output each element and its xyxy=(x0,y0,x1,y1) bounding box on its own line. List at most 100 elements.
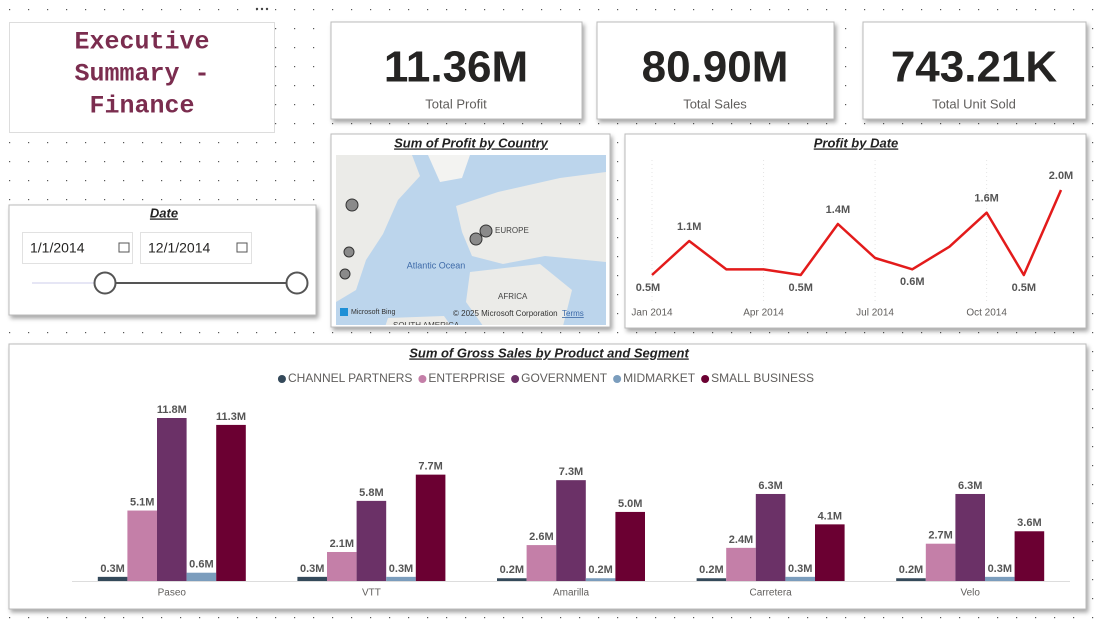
card-value: 743.21K xyxy=(891,43,1058,92)
slider-handle[interactable] xyxy=(93,271,117,295)
data-label: 0.3M xyxy=(100,563,124,575)
data-label: 2.6M xyxy=(529,531,553,543)
bar xyxy=(985,576,1015,581)
date-input[interactable] xyxy=(22,232,133,264)
slider-handle[interactable] xyxy=(285,271,309,295)
date-input[interactable] xyxy=(140,232,252,264)
legend-marker[interactable] xyxy=(277,375,286,383)
title-box: Executive Summary - Finance xyxy=(9,7,275,133)
data-label: 0.6M xyxy=(189,559,213,571)
bar xyxy=(896,578,926,581)
x-tick-label: Jan 2014 xyxy=(631,308,673,319)
card-label: Total Sales xyxy=(683,96,747,111)
map-bubble[interactable] xyxy=(345,198,359,212)
legend-label[interactable]: SMALL BUSINESS xyxy=(711,371,814,385)
bar xyxy=(386,576,416,581)
legend-label[interactable]: MIDMARKET xyxy=(623,371,696,385)
bar xyxy=(356,500,387,581)
data-label: 5.0M xyxy=(618,498,642,510)
date-end[interactable]: 12/1/2014 xyxy=(148,240,210,256)
data-label: 5.8M xyxy=(359,487,383,499)
data-label: 0.2M xyxy=(588,564,612,576)
bar xyxy=(186,572,217,581)
map-label: AFRICA xyxy=(498,292,528,301)
data-label: 0.2M xyxy=(699,564,723,576)
legend-marker[interactable] xyxy=(613,375,622,383)
bar xyxy=(925,543,956,581)
card-value: 80.90M xyxy=(642,43,789,92)
bar xyxy=(615,511,645,581)
map-visual: Sum of Profit by Country EUROPE Atlantic… xyxy=(330,133,611,330)
legend-marker[interactable] xyxy=(418,375,427,383)
data-label: 0.5M xyxy=(788,282,812,294)
x-tick-label: Jul 2014 xyxy=(856,308,894,319)
data-label: 0.5M xyxy=(1012,282,1036,294)
chart-layer: Jan 2014 Apr 2014 Jul 2014 Oct 2014 0.5M 1.1M… xyxy=(72,160,1073,599)
date-slicer: Date 1/1/2014 12/1/2014 xyxy=(8,204,317,316)
legend-marker[interactable] xyxy=(511,375,520,383)
map-bubble[interactable] xyxy=(339,268,351,280)
legend-marker[interactable] xyxy=(701,375,710,383)
data-label: 2.4M xyxy=(729,534,753,546)
card: 80.90M Total Sales xyxy=(596,21,835,120)
bar xyxy=(127,510,157,581)
calendar-icon[interactable] xyxy=(118,242,130,253)
data-label: 11.3M xyxy=(216,411,246,423)
data-label: 0.6M xyxy=(900,276,924,288)
bar xyxy=(556,480,586,581)
card: 11.36M Total Profit xyxy=(330,21,583,120)
data-label: 2.7M xyxy=(928,530,952,542)
data-label: 11.8M xyxy=(157,404,187,416)
line-chart-frame xyxy=(624,133,1087,329)
data-label: 2.0M xyxy=(1049,170,1073,182)
bar xyxy=(726,547,756,581)
map-terms[interactable]: Terms xyxy=(562,309,584,318)
bar xyxy=(415,474,446,581)
data-label: 6.3M xyxy=(758,480,782,492)
date-start[interactable]: 1/1/2014 xyxy=(30,240,85,256)
legend-label[interactable]: ENTERPRISE xyxy=(428,371,505,385)
card-value: 11.36M xyxy=(384,43,528,92)
calendar-icon[interactable] xyxy=(236,242,248,253)
card-label: Total Unit Sold xyxy=(932,96,1016,111)
page-title: Summary - xyxy=(74,60,209,89)
map-label: EUROPE xyxy=(495,226,529,235)
legend: CHANNEL PARTNERS ENTERPRISE GOVERNMENT MIDM… xyxy=(277,371,814,385)
data-label: 7.7M xyxy=(418,461,442,473)
data-label: 1.1M xyxy=(677,221,701,233)
map-label: SOUTH AMERICA xyxy=(393,321,460,330)
map-brand: Microsoft Bing xyxy=(351,309,395,316)
x-tick-label: Apr 2014 xyxy=(743,308,784,319)
map-bubble[interactable] xyxy=(469,232,483,246)
bar xyxy=(815,524,845,581)
bar xyxy=(216,424,246,581)
map-title: Sum of Profit by Country xyxy=(394,135,549,150)
data-label: 1.6M xyxy=(974,193,998,205)
bar xyxy=(955,493,985,581)
chart-title: Profit by Date xyxy=(814,135,899,150)
line xyxy=(651,189,1063,277)
bar xyxy=(785,576,815,581)
bar xyxy=(755,493,786,581)
bar xyxy=(696,578,727,581)
x-tick-label: Amarilla xyxy=(553,588,590,599)
x-tick-label: VTT xyxy=(362,588,381,599)
bar xyxy=(157,418,187,581)
x-tick-label: Velo xyxy=(960,588,980,599)
data-label: 0.5M xyxy=(636,282,660,294)
legend-label[interactable]: CHANNEL PARTNERS xyxy=(288,371,412,385)
data-label: 3.6M xyxy=(1017,517,1041,529)
map-bubble[interactable] xyxy=(479,224,493,238)
legend-label[interactable]: GOVERNMENT xyxy=(521,371,608,385)
data-label: 0.3M xyxy=(988,563,1012,575)
x-tick-label: Paseo xyxy=(158,588,187,599)
x-tick-label: Carretera xyxy=(749,588,792,599)
data-label: 0.3M xyxy=(788,563,812,575)
x-tick-label: Oct 2014 xyxy=(966,308,1007,319)
card-label: Total Profit xyxy=(425,96,487,111)
page-title: Finance xyxy=(89,92,194,121)
data-label: 0.2M xyxy=(500,564,524,576)
bar xyxy=(97,576,128,581)
map-bubble[interactable] xyxy=(343,246,355,258)
